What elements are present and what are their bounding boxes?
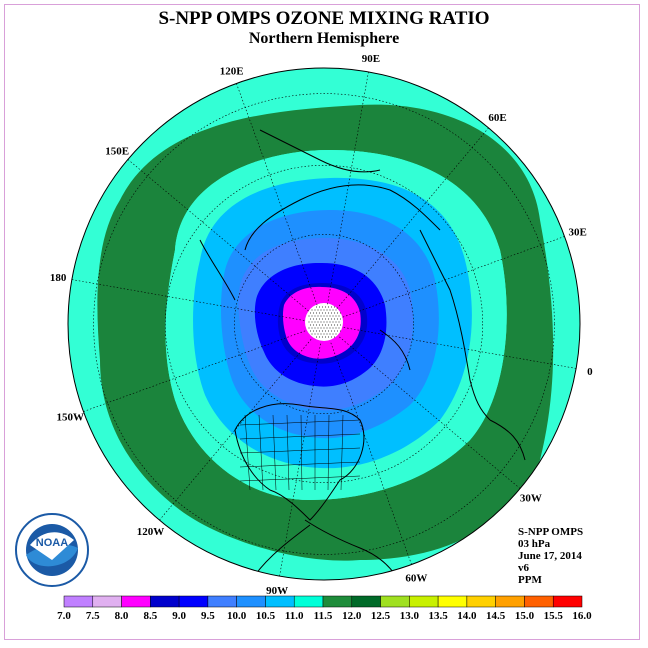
info-block: S-NPP OMPS 03 hPa June 17, 2014 v6 PPM bbox=[518, 526, 583, 586]
colorbar-label-18: 16.0 bbox=[572, 610, 592, 622]
colorbar-label-4: 9.0 bbox=[172, 610, 186, 622]
colorbar-label-12: 13.0 bbox=[400, 610, 420, 622]
info-instrument: S-NPP OMPS bbox=[518, 526, 584, 538]
colorbar-label-5: 9.5 bbox=[201, 610, 215, 622]
colorbar-swatch-11 bbox=[380, 595, 410, 608]
colorbar-label-17: 15.5 bbox=[544, 610, 564, 622]
colorbar-label-7: 10.5 bbox=[256, 610, 276, 622]
colorbar-label-10: 12.0 bbox=[342, 610, 362, 622]
colorbar-swatch-6 bbox=[236, 595, 266, 608]
map-title: S-NPP OMPS OZONE MIXING RATIO bbox=[158, 8, 490, 29]
colorbar-swatch-17 bbox=[552, 595, 583, 608]
noaa-logo: NOAA bbox=[15, 513, 89, 587]
colorbar-swatch-16 bbox=[524, 595, 554, 608]
colorbar-swatch-0 bbox=[63, 595, 94, 608]
longitude-label-2: 60E bbox=[488, 112, 506, 124]
colorbar-swatch-2 bbox=[121, 595, 151, 608]
info-date: June 17, 2014 bbox=[518, 550, 582, 562]
longitude-labels: 0 30E 60E 90E 120E 150E 180 150W 120W 90W 60W 30W bbox=[50, 53, 593, 597]
longitude-label-0: 0 bbox=[587, 366, 593, 378]
colorbar-swatch-5 bbox=[207, 595, 237, 608]
longitude-label-11: 30W bbox=[520, 493, 542, 505]
colorbar-swatch-12 bbox=[409, 595, 439, 608]
colorbar-swatch-10 bbox=[351, 595, 381, 608]
colorbar-label-6: 10.0 bbox=[227, 610, 247, 622]
colorbar: 7.0 7.5 8.0 8.5 9.0 9.5 10.0 10.5 11.0 11.5 12.0 12… bbox=[57, 595, 592, 622]
colorbar-label-13: 13.5 bbox=[428, 610, 448, 622]
colorbar-label-16: 15.0 bbox=[515, 610, 535, 622]
plot-frame bbox=[4, 4, 640, 640]
colorbar-swatch-15 bbox=[495, 595, 525, 608]
colorbar-swatch-9 bbox=[322, 595, 353, 608]
colorbar-label-2: 8.0 bbox=[115, 610, 129, 622]
longitude-label-8: 120W bbox=[137, 526, 165, 538]
longitude-label-10: 60W bbox=[405, 573, 427, 585]
coastlines bbox=[199, 129, 526, 580]
colorbar-label-15: 14.5 bbox=[486, 610, 506, 622]
colorbar-label-3: 8.5 bbox=[143, 610, 157, 622]
graticule bbox=[71, 71, 577, 577]
colorbar-label-11: 12.5 bbox=[371, 610, 391, 622]
noaa-logo-text: NOAA bbox=[36, 537, 68, 549]
longitude-label-1: 30E bbox=[569, 227, 587, 239]
colorbar-label-0: 7.0 bbox=[57, 610, 71, 622]
missing-data-stipple bbox=[308, 306, 341, 338]
colorbar-swatch-7 bbox=[265, 595, 295, 608]
colorbar-swatch-8 bbox=[293, 595, 324, 608]
state-boundaries bbox=[239, 414, 361, 491]
longitude-label-5: 150E bbox=[105, 145, 129, 157]
longitude-label-4: 120E bbox=[220, 65, 244, 77]
longitude-label-7: 150W bbox=[57, 411, 85, 423]
colorbar-label-1: 7.5 bbox=[86, 610, 100, 622]
colorbar-label-9: 11.5 bbox=[314, 610, 333, 622]
info-level: 03 hPa bbox=[518, 538, 551, 550]
longitude-label-3: 90E bbox=[362, 53, 380, 65]
info-units: PPM bbox=[518, 574, 542, 586]
map-subtitle: Northern Hemisphere bbox=[248, 30, 400, 47]
map-border bbox=[67, 67, 581, 581]
colorbar-swatch-13 bbox=[437, 595, 468, 608]
colorbar-swatch-3 bbox=[150, 595, 180, 608]
info-version: v6 bbox=[518, 562, 529, 574]
colorbar-swatch-14 bbox=[466, 595, 496, 608]
colorbar-label-14: 14.0 bbox=[457, 610, 477, 622]
longitude-label-6: 180 bbox=[50, 272, 67, 284]
colorbar-swatch-4 bbox=[178, 595, 209, 608]
colorbar-label-8: 11.0 bbox=[285, 610, 304, 622]
colorbar-swatch-1 bbox=[92, 595, 122, 608]
longitude-label-9: 90W bbox=[266, 585, 288, 597]
